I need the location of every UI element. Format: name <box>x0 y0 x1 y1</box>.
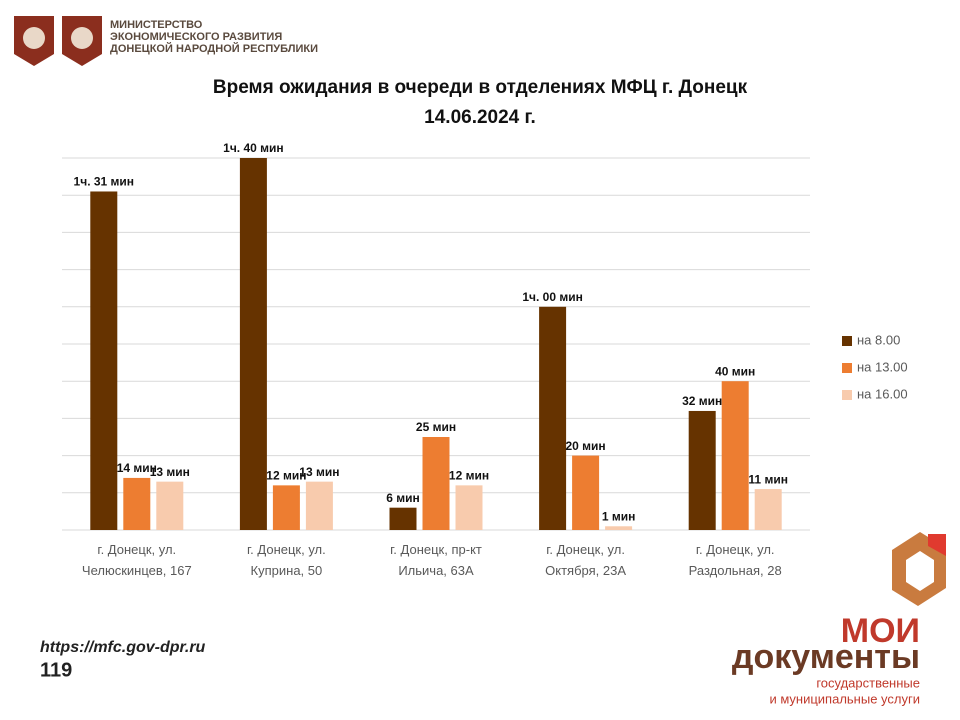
emblem-figure <box>23 27 45 49</box>
value-label: 25 мин <box>416 420 456 434</box>
value-label: 12 мин <box>266 469 306 483</box>
legend-swatch <box>842 390 852 400</box>
value-label: 1ч. 31 мин <box>74 175 135 189</box>
logo-mark <box>906 551 934 591</box>
bar <box>272 485 300 530</box>
emblems <box>14 16 102 66</box>
bar <box>422 437 450 530</box>
bar <box>455 485 483 530</box>
value-label: 1ч. 40 мин <box>223 141 284 155</box>
legend-label: на 13.00 <box>857 359 908 374</box>
header-line: ДОНЕЦКОЙ НАРОДНОЙ РЕСПУБЛИКИ <box>110 42 318 55</box>
bar <box>123 477 151 530</box>
header-line: ЭКОНОМИЧЕСКОГО РАЗВИТИЯ <box>110 31 282 43</box>
x-tick-label: г. Донецк, пр-кт Ильича, 63А <box>390 542 482 578</box>
bar <box>605 526 633 530</box>
logo-line: государственные <box>816 675 920 690</box>
legend-swatch <box>842 336 852 346</box>
legend-label: на 16.00 <box>857 386 908 401</box>
bar <box>539 306 567 530</box>
x-tick-label: г. Донецк, ул. Челюскинцев, 167 <box>82 542 192 578</box>
value-label: 1ч. 00 мин <box>522 290 583 304</box>
header-line: МИНИСТЕРСТВО <box>110 19 203 31</box>
value-label: 14 мин <box>117 461 157 475</box>
bar <box>239 158 267 530</box>
page-number: 119 <box>40 659 72 681</box>
bar <box>90 191 118 531</box>
footer-url: https://mfc.gov-dpr.ru <box>40 639 206 656</box>
logo-mark <box>928 534 946 556</box>
bar <box>688 410 716 530</box>
x-tick-label: г. Донецк, ул. Раздольная, 28 <box>689 542 782 578</box>
value-label: 20 мин <box>566 439 606 453</box>
bar <box>721 381 749 530</box>
value-label: 13 мин <box>299 465 339 479</box>
bar <box>156 481 184 530</box>
value-label: 13 мин <box>150 465 190 479</box>
value-label: 1 мин <box>602 509 636 523</box>
x-tick-label: г. Донецк, ул. Куприна, 50 <box>247 542 326 578</box>
value-label: 32 мин <box>682 394 722 408</box>
value-label: 6 мин <box>386 491 420 505</box>
value-label: 11 мин <box>748 472 788 486</box>
mfc-logo <box>892 532 946 606</box>
bar <box>305 481 333 530</box>
legend-label: на 8.00 <box>857 332 900 347</box>
emblem-figure <box>71 27 93 49</box>
logo-word: МОИ <box>841 612 920 650</box>
logo-word: документы <box>732 638 920 676</box>
logo-line: и муниципальные услуги <box>769 691 920 706</box>
value-label: 12 мин <box>449 469 489 483</box>
value-label: 40 мин <box>715 364 755 378</box>
bar <box>754 489 782 530</box>
bar <box>572 455 600 530</box>
x-tick-label: г. Донецк, ул. Октября, 23А <box>545 542 626 578</box>
bar <box>389 507 417 530</box>
chart-title: Время ожидания в очереди в отделениях МФ… <box>213 77 748 128</box>
legend-swatch <box>842 363 852 373</box>
